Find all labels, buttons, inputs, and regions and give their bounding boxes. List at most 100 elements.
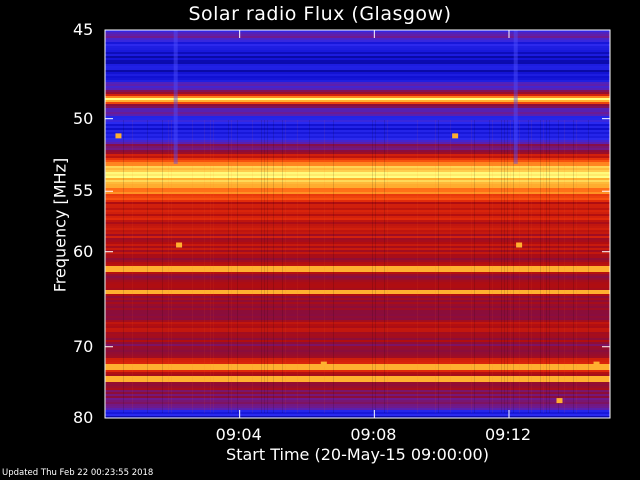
- heatmap-texture: [507, 120, 508, 413]
- heatmap-row: [105, 190, 610, 192]
- heatmap-row: [105, 76, 610, 78]
- heatmap-row: [105, 322, 610, 324]
- heatmap-row: [105, 356, 610, 358]
- heatmap-row: [105, 258, 610, 260]
- y-tick-label: 60: [73, 241, 94, 261]
- heatmap-row: [105, 150, 610, 152]
- heatmap-row: [105, 246, 610, 248]
- heatmap-row: [105, 134, 610, 136]
- heatmap-row: [105, 126, 610, 128]
- heatmap-row: [105, 146, 610, 148]
- heatmap-texture: [576, 120, 577, 413]
- heatmap-row: [105, 316, 610, 318]
- heatmap-row: [105, 416, 610, 418]
- heatmap-texture: [558, 120, 559, 413]
- heatmap-row: [105, 82, 610, 84]
- heatmap-row: [105, 348, 610, 350]
- heatmap-row: [105, 222, 610, 224]
- heatmap-row: [105, 320, 610, 322]
- heatmap-row: [105, 292, 610, 294]
- heatmap-row: [105, 72, 610, 74]
- heatmap-row: [105, 86, 610, 88]
- heatmap-row: [105, 128, 610, 130]
- heatmap-row: [105, 114, 610, 116]
- heatmap-row: [105, 68, 610, 70]
- heatmap-row: [105, 396, 610, 398]
- heatmap-row: [105, 66, 610, 68]
- heatmap-texture: [450, 120, 451, 413]
- heatmap-row: [105, 198, 610, 200]
- heatmap-row: [105, 110, 610, 112]
- y-tick-label: 80: [73, 408, 94, 427]
- heatmap-row: [105, 182, 610, 184]
- heatmap-row: [105, 70, 610, 72]
- heatmap-row: [105, 60, 610, 62]
- heatmap-row: [105, 354, 610, 356]
- heatmap-texture: [489, 120, 490, 413]
- heatmap-row: [105, 50, 610, 52]
- heatmap-texture: [528, 120, 529, 413]
- heatmap-row: [105, 224, 610, 226]
- heatmap-row: [105, 142, 610, 144]
- y-tick-label: 45: [73, 20, 94, 39]
- heatmap-row: [105, 112, 610, 114]
- heatmap-row: [105, 294, 610, 296]
- heatmap-texture: [267, 120, 268, 413]
- heatmap-row: [105, 168, 610, 170]
- heatmap-row: [105, 368, 610, 370]
- hot-pixel: [593, 361, 600, 367]
- heatmap-row: [105, 186, 610, 188]
- plot-frame: [104, 29, 611, 419]
- heatmap-texture: [309, 120, 310, 413]
- heatmap-row: [105, 270, 610, 272]
- heatmap-texture: [510, 120, 511, 413]
- heatmap-texture: [438, 120, 439, 413]
- heatmap-texture: [375, 120, 376, 413]
- heatmap-row: [105, 300, 610, 302]
- heatmap-texture: [162, 120, 163, 413]
- y-axis-label: Frequency [MHz]: [50, 157, 70, 293]
- heatmap-row: [105, 334, 610, 336]
- heatmap-texture: [168, 120, 169, 413]
- heatmap-row: [105, 238, 610, 240]
- heatmap-row: [105, 340, 610, 342]
- heatmap-row: [105, 388, 610, 390]
- heatmap-row: [105, 44, 610, 46]
- heatmap-row: [105, 196, 610, 198]
- heatmap-texture: [285, 120, 286, 413]
- heatmap-row: [105, 34, 610, 36]
- heatmap-texture: [387, 120, 388, 413]
- heatmap-texture: [273, 120, 274, 413]
- heatmap-row: [105, 298, 610, 300]
- heatmap-row: [105, 406, 610, 408]
- heatmap-row: [105, 108, 610, 110]
- heatmap-row: [105, 208, 610, 210]
- heatmap-row: [105, 166, 610, 168]
- heatmap-texture: [417, 120, 418, 413]
- heatmap-row: [105, 378, 610, 380]
- heatmap-row: [105, 282, 610, 284]
- heatmap-row: [105, 308, 610, 310]
- heatmap-texture: [228, 120, 229, 413]
- heatmap-row: [105, 226, 610, 228]
- hot-pixel: [516, 242, 523, 248]
- heatmap-row: [105, 56, 610, 58]
- heatmap-row: [105, 372, 610, 374]
- heatmap-row: [105, 304, 610, 306]
- heatmap-row: [105, 344, 610, 346]
- y-tick-label: 70: [73, 336, 94, 356]
- heatmap-row: [105, 200, 610, 202]
- heatmap-row: [105, 64, 610, 66]
- heatmap-row: [105, 412, 610, 414]
- heatmap-row: [105, 230, 610, 232]
- heatmap-row: [105, 268, 610, 270]
- heatmap-row: [105, 92, 610, 94]
- heatmap-row: [105, 78, 610, 80]
- heatmap-row: [105, 104, 610, 106]
- heatmap-row: [105, 402, 610, 404]
- heatmap-row: [105, 360, 610, 362]
- heatmap-row: [105, 328, 610, 330]
- heatmap-row: [105, 342, 610, 344]
- heatmap-row: [105, 118, 610, 120]
- heatmap-row: [105, 380, 610, 382]
